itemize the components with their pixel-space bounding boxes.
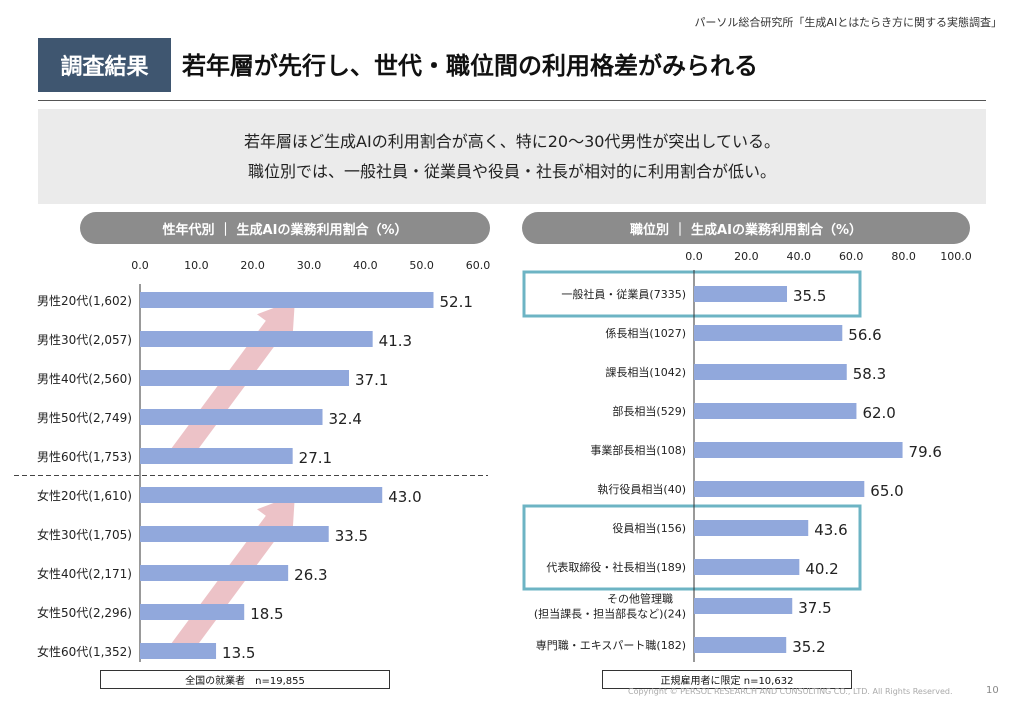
category-label: 代表取締役・社長相当(189) [546, 560, 686, 574]
bar [694, 364, 847, 380]
category-label: 執行役員相当(40) [597, 482, 686, 496]
highlight-box [522, 270, 862, 318]
category-label: 課長相当(1042) [605, 365, 686, 379]
value-label: 79.6 [909, 443, 942, 461]
left-sample-note: 全国の就業者 n=19,855 [100, 670, 390, 689]
bar [140, 409, 323, 425]
value-label: 58.3 [853, 365, 886, 383]
category-label: 男性60代(1,753) [37, 450, 132, 464]
bar [694, 286, 788, 302]
category-label: 役員相当(156) [612, 521, 686, 535]
copyright-text: Copyright © PERSOL RESEARCH AND CONSULTI… [628, 687, 953, 696]
value-label: 35.5 [793, 287, 826, 305]
value-label: 33.5 [335, 527, 368, 545]
x-tick-label: 20.0 [240, 259, 265, 272]
category-label: 女性40代(2,171) [37, 566, 132, 581]
category-label: 女性20代(1,610) [37, 488, 132, 503]
section-tag: 調査結果 [38, 38, 171, 92]
x-tick-label: 20.0 [734, 250, 759, 263]
bar [140, 604, 245, 620]
summary-line-2: 職位別では、一般社員・従業員や役員・社長が相対的に利用割合が低い。 [247, 161, 776, 181]
x-tick-label: 10.0 [184, 259, 209, 272]
category-label: 専門職・エキスパート職(182) [536, 639, 686, 652]
highlight-box [522, 504, 862, 591]
right-chart-title: 職位別 ｜ 生成AIの業務利用割合（%） [522, 212, 970, 244]
value-label: 65.0 [870, 482, 903, 500]
summary-box: 若年層ほど生成AIの利用割合が高く、特に20～30代男性が突出している。 職位別… [38, 109, 986, 204]
bar [140, 331, 373, 347]
page-headline: 若年層が先行し、世代・職位間の利用格差がみられる [182, 52, 758, 80]
bar [694, 520, 809, 536]
value-label: 32.4 [329, 410, 362, 428]
source-citation: パーソル総合研究所「生成AIとはたらき方に関する実態調査」 [694, 16, 1002, 29]
value-label: 37.1 [355, 371, 388, 389]
value-label: 27.1 [299, 449, 332, 467]
bar [694, 325, 843, 341]
bar [140, 370, 349, 386]
category-label: 男性50代(2,749) [37, 411, 132, 425]
value-label: 26.3 [294, 566, 327, 584]
value-label: 43.6 [814, 521, 847, 539]
summary-line-1: 若年層ほど生成AIの利用割合が高く、特に20～30代男性が突出している。 [244, 131, 780, 151]
category-label: 一般社員・従業員(7335) [561, 287, 686, 301]
bar [140, 487, 383, 503]
value-label: 41.3 [379, 332, 412, 350]
x-tick-label: 40.0 [353, 259, 378, 272]
bar [694, 637, 787, 653]
bar [694, 403, 857, 419]
x-tick-label: 0.0 [685, 250, 703, 263]
x-tick-label: 60.0 [466, 259, 491, 272]
x-tick-label: 50.0 [409, 259, 434, 272]
x-tick-label: 100.0 [940, 250, 972, 263]
value-label: 35.2 [792, 638, 825, 656]
bar [694, 559, 800, 575]
bar [694, 481, 865, 497]
x-tick-label: 30.0 [297, 259, 322, 272]
x-tick-label: 0.0 [131, 259, 149, 272]
x-tick-label: 80.0 [891, 250, 916, 263]
category-label: 事業部長相当(108) [590, 443, 686, 457]
value-label: 13.5 [222, 644, 255, 662]
value-label: 52.1 [439, 293, 472, 311]
category-label: 女性30代(1,705) [37, 527, 132, 542]
value-label: 56.6 [848, 326, 881, 344]
category-label: 女性50代(2,296) [37, 605, 132, 620]
bar [140, 565, 289, 581]
value-label: 37.5 [798, 599, 831, 617]
category-label: 係長相当(1027) [605, 326, 686, 340]
category-label: 男性20代(1,602) [37, 294, 132, 308]
bar [140, 643, 217, 659]
x-tick-label: 40.0 [787, 250, 812, 263]
value-label: 43.0 [388, 488, 421, 506]
category-label: 男性30代(2,057) [37, 333, 132, 347]
category-label: 女性60代(1,352) [37, 644, 132, 659]
category-label: その他管理職 [607, 592, 673, 606]
value-label: 62.0 [862, 404, 895, 422]
bar [140, 526, 329, 542]
value-label: 18.5 [250, 605, 283, 623]
left-chart-title: 性年代別 ｜ 生成AIの業務利用割合（%） [80, 212, 490, 244]
header-divider [38, 100, 986, 101]
category-label: (担当課長・担当部長など)(24) [534, 607, 686, 621]
bar [140, 292, 434, 308]
value-label: 40.2 [805, 560, 838, 578]
category-label: 男性40代(2,560) [37, 372, 132, 386]
right-sample-note: 正規雇用者に限定 n=10,632 [602, 670, 852, 689]
page-number: 10 [986, 685, 999, 696]
x-tick-label: 60.0 [839, 250, 864, 263]
bar [694, 442, 903, 458]
bar [140, 448, 293, 464]
category-label: 部長相当(529) [612, 404, 686, 418]
bar [694, 598, 793, 614]
